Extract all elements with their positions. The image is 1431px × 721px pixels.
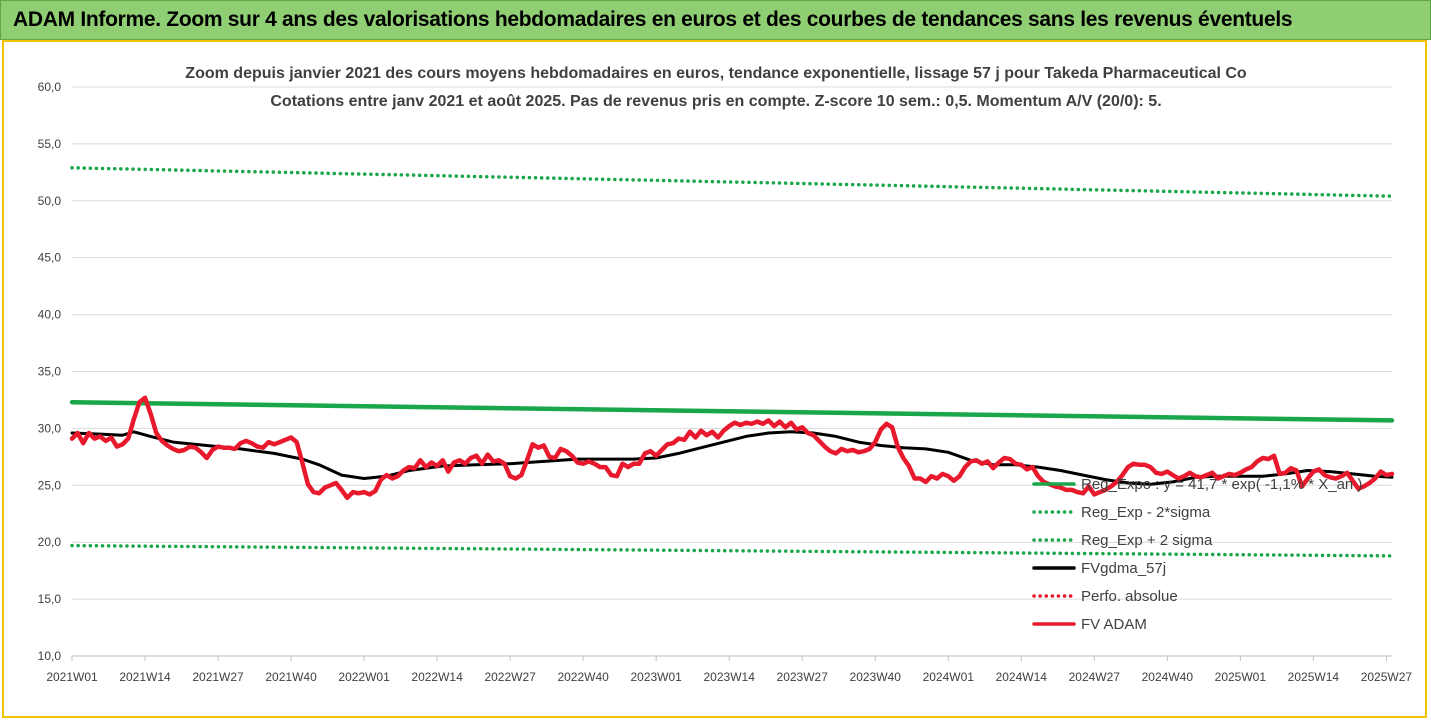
x-tick-label: 2022W01 <box>338 670 390 684</box>
x-tick-label: 2021W40 <box>265 670 317 684</box>
legend-entry: Reg_Exp + 2 sigma <box>1081 532 1213 549</box>
legend: Reg_Expo : y = 41,7 * exp( -1,1% * X_an … <box>1032 476 1362 633</box>
y-tick-label: 20,0 <box>38 535 62 549</box>
y-tick-label: 25,0 <box>38 478 62 492</box>
y-tick-label: 40,0 <box>38 308 62 322</box>
legend-entry: Reg_Exp - 2*sigma <box>1081 504 1211 521</box>
series-line-0 <box>69 399 1395 423</box>
series-lines <box>69 166 1395 558</box>
y-tick-label: 35,0 <box>38 365 62 379</box>
banner-title: ADAM Informe. Zoom sur 4 ans des valoris… <box>13 8 1293 31</box>
legend-entry: FVgdma_57j <box>1081 560 1166 577</box>
report-banner: ADAM Informe. Zoom sur 4 ans des valoris… <box>0 0 1431 40</box>
x-tick-label: 2021W01 <box>46 670 98 684</box>
x-tick-label: 2023W40 <box>850 670 902 684</box>
x-tick-label: 2022W27 <box>484 670 536 684</box>
y-tick-label: 15,0 <box>38 592 62 606</box>
x-axis-ticks: 2021W01 2021W14 2021W27 2021W40 2022W01 2022W… <box>46 655 1413 684</box>
x-tick-label: 2024W40 <box>1142 670 1194 684</box>
x-tick-label: 2023W27 <box>777 670 829 684</box>
x-tick-label: 2024W27 <box>1069 670 1121 684</box>
y-tick-label: 45,0 <box>38 251 62 265</box>
gridlines <box>72 86 1392 657</box>
x-tick-label: 2021W27 <box>192 670 244 684</box>
y-tick-label: 50,0 <box>38 194 62 208</box>
chart-title: Zoom depuis janvier 2021 des cours moyen… <box>185 65 1247 82</box>
x-tick-label: 2023W14 <box>704 670 756 684</box>
legend-entry: FV ADAM <box>1081 616 1147 633</box>
x-tick-label: 2022W40 <box>557 670 609 684</box>
x-tick-label: 2025W14 <box>1288 670 1340 684</box>
x-tick-label: 2025W01 <box>1215 670 1267 684</box>
series-line-2 <box>70 166 1394 198</box>
y-tick-label: 55,0 <box>38 137 62 151</box>
y-tick-label: 30,0 <box>38 421 62 435</box>
x-tick-label: 2024W14 <box>996 670 1048 684</box>
x-tick-label: 2024W01 <box>923 670 975 684</box>
y-tick-label: 60,0 <box>38 80 62 94</box>
chart-subtitle: Cotations entre janv 2021 et août 2025. … <box>270 93 1161 110</box>
x-tick-label: 2023W01 <box>630 670 682 684</box>
x-tick-label: 2022W14 <box>411 670 463 684</box>
x-tick-label: 2021W14 <box>119 670 171 684</box>
series-line-1 <box>70 543 1394 558</box>
legend-entry: Perfo. absolue <box>1081 588 1178 605</box>
legend-entry: Reg_Expo : y = 41,7 * exp( -1,1% * X_an … <box>1081 476 1362 493</box>
y-axis-ticks: 10,0 15,0 20,0 25,0 30,0 35,0 40,0 45,0 50,0 55,0… <box>38 80 62 663</box>
chart-frame <box>2 40 1427 718</box>
x-tick-label: 2025W27 <box>1361 670 1413 684</box>
y-tick-label: 10,0 <box>38 649 62 663</box>
series-line-5 <box>69 395 1395 501</box>
series-line-3 <box>70 430 1394 486</box>
